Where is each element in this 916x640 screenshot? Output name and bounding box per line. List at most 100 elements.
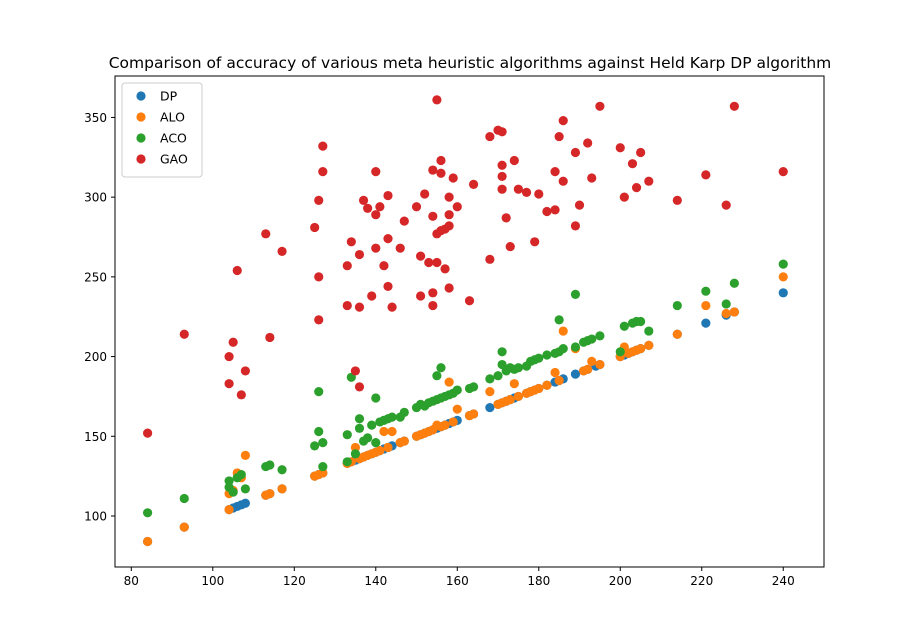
- data-point-aco: [179, 493, 189, 504]
- data-point-gao: [224, 351, 234, 362]
- y-tick-label: 350: [84, 111, 107, 125]
- data-point-gao: [179, 329, 189, 339]
- y-tick-label: 150: [84, 430, 107, 444]
- data-point-aco: [701, 286, 711, 296]
- chart-title: Comparison of accuracy of various meta h…: [109, 54, 832, 72]
- data-point-gao: [497, 127, 507, 137]
- legend-marker-aco: [136, 133, 146, 143]
- data-point-aco: [224, 476, 234, 486]
- data-point-alo: [318, 468, 328, 478]
- data-point-gao: [542, 206, 552, 217]
- data-point-alo: [721, 308, 731, 319]
- data-point-gao: [485, 254, 495, 264]
- data-point-aco: [513, 363, 524, 373]
- data-point-aco: [342, 457, 352, 467]
- x-tick-label: 240: [772, 574, 795, 588]
- data-point-gao: [428, 300, 438, 311]
- data-point-alo: [399, 436, 409, 446]
- data-point-gao: [318, 141, 328, 151]
- data-point-alo: [644, 340, 654, 351]
- x-tick-label: 120: [283, 574, 306, 588]
- data-point-aco: [534, 353, 544, 363]
- data-point-aco: [452, 385, 462, 395]
- data-point-gao: [383, 281, 393, 292]
- legend-label-alo: ALO: [160, 110, 185, 125]
- data-point-alo: [513, 391, 524, 402]
- x-tick-label: 200: [609, 574, 632, 588]
- data-point-gao: [411, 202, 422, 212]
- data-point-gao: [444, 210, 454, 220]
- legend-label-gao: GAO: [160, 152, 188, 167]
- data-point-alo: [440, 420, 450, 430]
- data-point-gao: [387, 302, 397, 312]
- data-point-gao: [444, 283, 454, 293]
- data-point-gao: [574, 200, 585, 210]
- data-point-aco: [228, 487, 238, 497]
- data-point-gao: [383, 234, 393, 244]
- data-point-gao: [550, 167, 560, 177]
- data-point-gao: [224, 379, 234, 389]
- data-point-dp: [778, 288, 788, 298]
- data-point-gao: [342, 261, 352, 271]
- data-point-aco: [310, 441, 320, 451]
- data-point-aco: [318, 461, 328, 472]
- legend-label-aco: ACO: [160, 131, 187, 146]
- legend-label-dp: DP: [160, 89, 178, 104]
- x-tick-label: 100: [201, 574, 224, 588]
- data-point-gao: [583, 138, 593, 148]
- data-point-gao: [371, 167, 381, 177]
- data-point-aco: [436, 363, 446, 373]
- data-point-gao: [509, 155, 519, 166]
- data-point-gao: [399, 216, 409, 226]
- data-point-dp: [485, 402, 495, 413]
- data-point-aco: [570, 342, 581, 352]
- data-point-aco: [342, 430, 352, 440]
- data-point-gao: [636, 147, 646, 158]
- data-point-gao: [558, 116, 568, 126]
- data-point-alo: [636, 344, 646, 354]
- data-point-alo: [224, 505, 234, 515]
- data-point-alo: [701, 300, 711, 311]
- data-point-gao: [379, 261, 389, 271]
- data-point-gao: [530, 237, 540, 247]
- data-point-aco: [558, 344, 568, 354]
- data-point-dp: [570, 369, 581, 379]
- data-point-gao: [436, 168, 446, 178]
- data-point-gao: [468, 179, 479, 189]
- data-point-gao: [631, 182, 642, 193]
- data-point-aco: [265, 460, 275, 470]
- data-point-gao: [420, 189, 430, 199]
- data-point-aco: [314, 426, 324, 437]
- x-tick-label: 160: [446, 574, 469, 588]
- data-point-gao: [236, 390, 246, 400]
- data-point-alo: [379, 426, 389, 437]
- data-point-gao: [444, 192, 454, 202]
- data-point-aco: [570, 289, 581, 299]
- data-point-aco: [350, 449, 361, 459]
- data-point-gao: [701, 170, 711, 180]
- data-point-gao: [354, 382, 365, 392]
- data-point-gao: [432, 257, 442, 268]
- data-point-aco: [721, 299, 731, 309]
- data-point-gao: [314, 272, 324, 282]
- data-point-gao: [729, 101, 739, 111]
- data-point-alo: [583, 364, 593, 374]
- data-point-gao: [778, 167, 788, 177]
- data-point-gao: [497, 160, 507, 170]
- data-point-aco: [318, 438, 328, 448]
- data-point-gao: [371, 243, 381, 253]
- data-point-gao: [261, 229, 271, 239]
- data-point-alo: [383, 442, 393, 453]
- data-point-alo: [505, 395, 515, 405]
- data-point-gao: [485, 131, 495, 142]
- data-point-alo: [448, 417, 458, 427]
- data-point-aco: [619, 321, 629, 331]
- data-point-aco: [554, 315, 564, 325]
- data-point-aco: [354, 414, 365, 424]
- data-point-gao: [672, 195, 682, 205]
- data-point-aco: [615, 347, 625, 357]
- data-point-aco: [493, 371, 503, 381]
- data-point-gao: [721, 200, 731, 210]
- legend: DP ALO ACO GAO: [121, 82, 203, 178]
